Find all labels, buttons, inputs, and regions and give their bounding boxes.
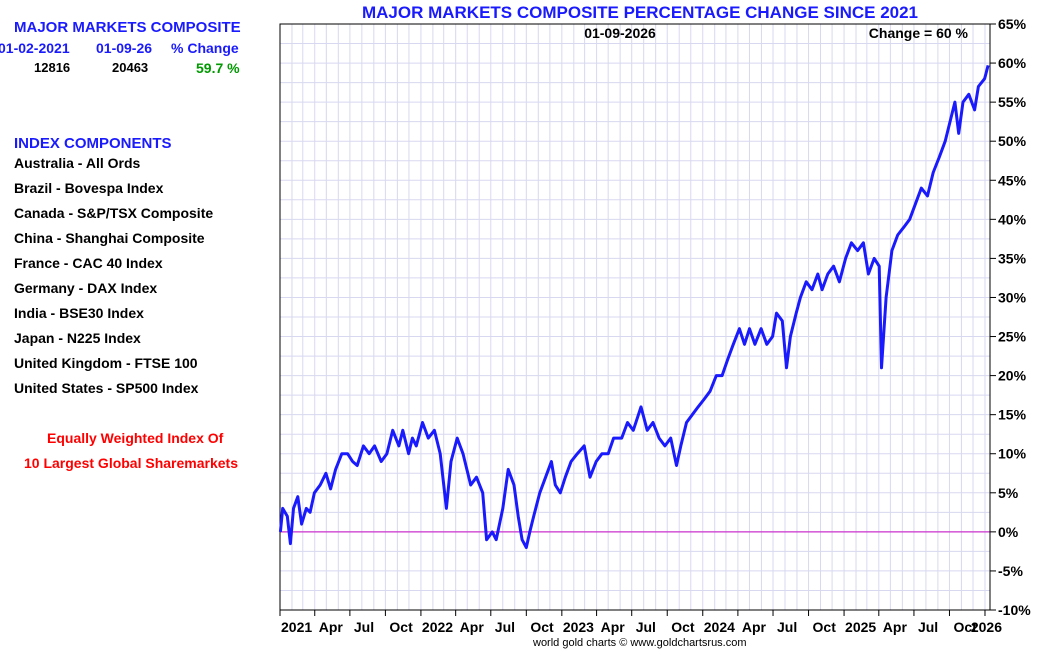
change-value: 59.7 % [196, 60, 240, 76]
y-tick-label: 30% [998, 289, 1027, 305]
date-label: 01-09-2026 [584, 25, 656, 41]
x-tick-label: Apr [742, 619, 767, 635]
x-tick-label: Apr [460, 619, 485, 635]
y-tick-label: 0% [998, 524, 1019, 540]
x-tick-label: Oct [389, 619, 413, 635]
x-tick-label: 2025 [845, 619, 876, 635]
col-end-date: 01-09-26 [96, 40, 153, 56]
x-tick-label: Apr [883, 619, 908, 635]
component-item: Germany - DAX Index [14, 280, 158, 296]
x-tick-label: Jul [777, 619, 797, 635]
x-tick-label: Jul [354, 619, 374, 635]
y-axis: -10% -5% 0% 5% 10% 15% 20% 25% 30% 35% 40% 45% 50% 55… [990, 16, 1031, 618]
y-tick-label: -10% [998, 602, 1031, 618]
plot-frame [279, 23, 991, 611]
x-tick-label: Jul [495, 619, 515, 635]
component-item: United States - SP500 Index [14, 380, 199, 396]
y-tick-label: 10% [998, 446, 1027, 462]
series-line [278, 65, 990, 549]
y-tick-label: 35% [998, 250, 1027, 266]
change-label: Change = 60 % [869, 25, 969, 41]
x-tick-label: 2026 [971, 619, 1002, 635]
x-tick-label: 2021 [281, 619, 312, 635]
component-item: China - Shanghai Composite [14, 230, 205, 246]
composite-title: MAJOR MARKETS COMPOSITE [14, 19, 241, 36]
note-line-1: Equally Weighted Index Of [47, 430, 224, 446]
y-tick-label: 15% [998, 407, 1027, 423]
y-tick-label: 40% [998, 211, 1027, 227]
y-tick-label: -5% [998, 563, 1023, 579]
component-item: Japan - N225 Index [14, 330, 141, 346]
x-tick-label: Apr [601, 619, 626, 635]
x-tick-label: 2022 [422, 619, 453, 635]
x-tick-label: Jul [918, 619, 938, 635]
x-axis: 2021 Apr Jul Oct 2022 Apr Jul Oct 2023 Apr Jul Oct 2… [279, 610, 1002, 635]
component-item: France - CAC 40 Index [14, 255, 163, 271]
x-tick-label: Apr [319, 619, 344, 635]
y-tick-label: 5% [998, 485, 1019, 501]
footer-credit: world gold charts © www.goldchartsrus.co… [533, 637, 747, 649]
x-tick-label: 2024 [704, 619, 735, 635]
x-tick-label: Oct [530, 619, 554, 635]
y-tick-label: 65% [998, 16, 1027, 32]
y-tick-label: 25% [998, 329, 1027, 345]
y-tick-label: 60% [998, 55, 1027, 71]
components-title: INDEX COMPONENTS [14, 135, 172, 152]
y-tick-label: 50% [998, 133, 1027, 149]
x-tick-label: Oct [953, 619, 977, 635]
component-item: Australia - All Ords [14, 155, 141, 171]
start-value: 12816 [34, 60, 71, 75]
y-tick-label: 45% [998, 172, 1027, 188]
y-tick-label: 20% [998, 368, 1027, 384]
component-item: United Kingdom - FTSE 100 [14, 355, 198, 371]
chart-title: MAJOR MARKETS COMPOSITE PERCENTAGE CHANG… [361, 3, 919, 22]
note-line-2: 10 Largest Global Sharemarkets [24, 455, 238, 471]
col-change: % Change [171, 40, 239, 56]
y-tick-label: 55% [998, 94, 1027, 110]
x-tick-label: 2023 [563, 619, 594, 635]
x-tick-label: Oct [671, 619, 695, 635]
component-item: India - BSE30 Index [14, 305, 144, 321]
end-value: 20463 [112, 60, 149, 75]
x-tick-label: Jul [636, 619, 656, 635]
col-start-date: 01-02-2021 [0, 40, 70, 56]
x-tick-label: Oct [813, 619, 837, 635]
component-item: Canada - S&P/TSX Composite [14, 205, 214, 221]
grid [279, 23, 990, 611]
component-item: Brazil - Bovespa Index [14, 180, 164, 196]
